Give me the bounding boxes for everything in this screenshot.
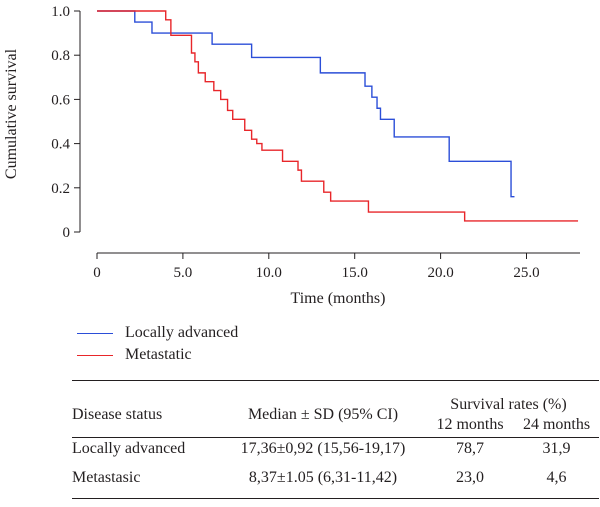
header-survival-rates: Survival rates (%) [450, 396, 567, 413]
x-tick-label: 0 [93, 265, 101, 281]
x-tick-label: 20.0 [427, 265, 453, 281]
header-24-months: 24 months [522, 416, 591, 433]
x-tick-label: 25.0 [513, 265, 539, 281]
y-axis-title: Cumulative survival [3, 48, 20, 179]
legend-swatch-metastatic [77, 354, 113, 356]
chart-axes [79, 11, 580, 254]
table-header-row-2: 12 months 24 months [72, 414, 599, 436]
table-header-row-1: Disease status Median ± SD (95% CI) Surv… [72, 377, 599, 423]
header-12-months: 12 months [436, 416, 504, 433]
row-median: 8,37±1.05 (6,31-11,42) [248, 469, 398, 486]
y-tick-label: 0.2 [51, 181, 70, 197]
axis-ticks: 0 0.2 0.4 0.6 0.8 1.0 0 5.0 10.0 15.0 20.0 25.0 [51, 4, 539, 281]
survival-chart: 0 0.2 0.4 0.6 0.8 1.0 0 5.0 10.0 15.0 20.0 25.0 Cum… [3, 4, 580, 307]
legend-label-metastatic: Metastatic [125, 346, 192, 363]
legend-label-locally-advanced: Locally advanced [125, 324, 239, 341]
legend-swatch-locally-advanced [77, 332, 113, 334]
y-tick-label: 0.4 [51, 137, 70, 153]
table-row: Locally advanced 17,36±0,92 (15,56-19,17… [72, 436, 599, 462]
survival-stats-table: Disease status Median ± SD (95% CI) Surv… [72, 377, 599, 494]
survival-curve-metastatic [97, 10, 579, 222]
survival-curve-locally-advanced [97, 10, 515, 198]
table-top-rule [72, 380, 599, 381]
row-24-months: 4,6 [546, 469, 567, 486]
table-bottom-rule [72, 498, 599, 499]
x-tick-label: 15.0 [342, 265, 368, 281]
x-tick-label: 5.0 [174, 265, 193, 281]
y-tick-label: 1.0 [51, 4, 70, 20]
survival-curves [97, 10, 579, 222]
table-header-rule [72, 437, 599, 438]
x-tick-label: 10.0 [256, 265, 282, 281]
x-axis-title: Time (months) [291, 290, 386, 307]
legend-item-locally-advanced: Locally advanced [77, 324, 238, 342]
row-status: Locally advanced [72, 440, 186, 457]
table-row: Metastasic 8,37±1.05 (6,31-11,42) 23,0 4… [72, 462, 599, 494]
header-disease-status: Disease status [72, 406, 163, 423]
header-median: Median ± SD (95% CI) [247, 406, 399, 423]
row-12-months: 78,7 [456, 440, 484, 457]
y-tick-label: 0 [63, 225, 71, 241]
row-12-months: 23,0 [456, 469, 484, 486]
row-status: Metastasic [72, 469, 141, 486]
y-tick-label: 0.6 [51, 92, 70, 108]
y-tick-label: 0.8 [51, 48, 70, 64]
row-24-months: 31,9 [542, 440, 571, 457]
row-median: 17,36±0,92 (15,56-19,17) [240, 440, 406, 457]
legend-item-metastatic: Metastatic [77, 346, 192, 364]
